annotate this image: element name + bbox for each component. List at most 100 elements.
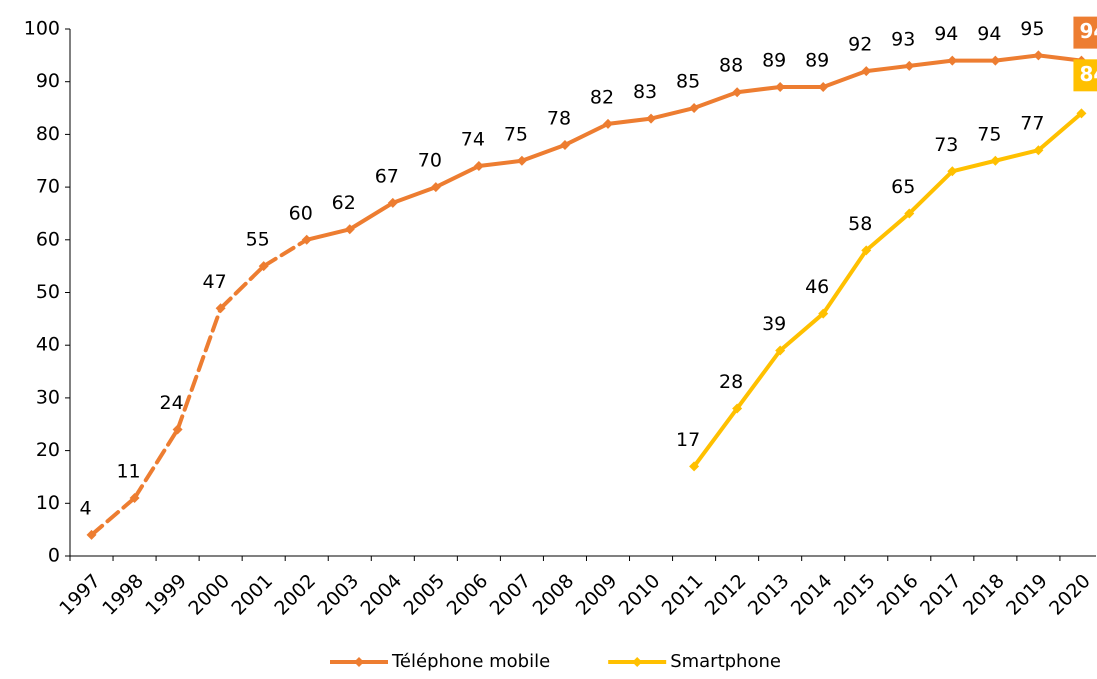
line-segment: [218, 264, 266, 311]
x-tick-label: 2019: [1002, 570, 1052, 620]
marker: [1033, 145, 1044, 156]
data-label: 77: [1020, 113, 1044, 135]
x-tick-label: 2005: [400, 570, 450, 620]
line-segment: [175, 306, 223, 432]
marker: [1033, 50, 1044, 61]
marker: [947, 166, 958, 177]
marker: [732, 403, 743, 414]
x-tick-label: 2015: [830, 570, 880, 620]
data-label: 11: [116, 461, 140, 483]
line-segment: [347, 200, 395, 232]
y-tick-label: 60: [36, 228, 60, 250]
line-segment: [476, 158, 524, 169]
marker: [473, 161, 484, 172]
end-label: 94: [1080, 19, 1097, 43]
line-segment: [692, 90, 740, 111]
data-label: 75: [504, 123, 528, 145]
marker: [1076, 108, 1087, 119]
end-label: 84: [1080, 62, 1097, 86]
x-tick-label: 2011: [658, 570, 708, 620]
x-tick-label: 2004: [356, 570, 406, 620]
data-label: 88: [719, 55, 743, 77]
marker: [990, 55, 1001, 66]
data-label: 65: [891, 176, 915, 198]
marker: [904, 60, 915, 71]
legend-marker: [354, 657, 364, 667]
line-segment: [735, 84, 783, 95]
data-label: 83: [633, 81, 657, 103]
marker: [775, 81, 786, 92]
marker: [603, 118, 613, 129]
data-label: 46: [805, 276, 829, 298]
legend-label: Smartphone: [670, 651, 781, 672]
marker: [904, 208, 915, 219]
line-segment: [778, 311, 826, 353]
data-label: 94: [977, 23, 1001, 45]
line-segment: [821, 248, 869, 316]
line-segment: [261, 237, 309, 269]
y-tick-label: 100: [24, 18, 60, 40]
marker: [215, 303, 226, 314]
data-label: 17: [676, 429, 700, 451]
x-tick-label: 2010: [615, 570, 665, 620]
data-label: 55: [246, 229, 270, 251]
line-segment: [433, 164, 481, 190]
data-label: 24: [160, 392, 184, 414]
marker: [258, 261, 269, 272]
line-segment: [864, 211, 912, 253]
data-label: 4: [79, 497, 91, 519]
line-segment: [649, 106, 697, 121]
y-tick-label: 80: [36, 123, 60, 145]
line-segment: [735, 348, 783, 411]
marker: [430, 182, 441, 193]
marker: [861, 66, 872, 77]
y-tick-label: 30: [36, 386, 60, 408]
marker: [990, 155, 1001, 166]
data-label: 82: [590, 86, 614, 108]
y-tick-label: 50: [36, 281, 60, 303]
line-segment: [864, 63, 912, 74]
data-label: 92: [848, 34, 872, 56]
x-tick-label: 2020: [1045, 570, 1095, 620]
legend-marker: [632, 657, 643, 667]
data-label: 73: [934, 134, 958, 156]
x-tick-label: 2006: [443, 570, 493, 620]
x-tick-label: 2001: [227, 570, 277, 620]
marker: [861, 245, 872, 256]
x-tick-label: 2018: [959, 570, 1009, 620]
end-label-box: [1073, 16, 1097, 49]
marker: [172, 424, 183, 435]
marker: [775, 345, 786, 356]
line-segment: [606, 116, 654, 126]
line-segment: [519, 142, 567, 163]
x-tick-label: 2007: [486, 570, 536, 620]
line-segment: [907, 58, 955, 68]
marker: [689, 461, 700, 472]
x-tick-label: 2016: [873, 570, 923, 620]
marker: [86, 529, 97, 540]
end-label-box: [1073, 59, 1097, 92]
marker: [732, 87, 743, 98]
line-segment: [1036, 111, 1084, 153]
line-segment: [821, 69, 869, 89]
legend-label: Téléphone mobile: [391, 651, 550, 672]
x-tick-label: 1998: [98, 570, 148, 620]
x-tick-label: 2009: [572, 570, 622, 620]
x-tick-label: 2003: [313, 570, 363, 620]
x-tick-label: 2008: [529, 570, 579, 620]
data-label: 85: [676, 71, 700, 93]
data-label: 39: [762, 313, 786, 335]
data-label: 47: [203, 271, 227, 293]
data-label: 78: [547, 107, 571, 129]
line-segment: [993, 53, 1041, 63]
y-tick-label: 90: [36, 70, 60, 92]
line-segment: [390, 185, 438, 205]
y-tick-label: 70: [36, 176, 60, 198]
x-tick-label: 1999: [141, 570, 191, 620]
data-label: 93: [891, 28, 915, 50]
line-segment: [907, 169, 955, 216]
x-tick-label: 2017: [916, 570, 966, 620]
data-label: 94: [934, 23, 958, 45]
marker: [947, 55, 958, 66]
